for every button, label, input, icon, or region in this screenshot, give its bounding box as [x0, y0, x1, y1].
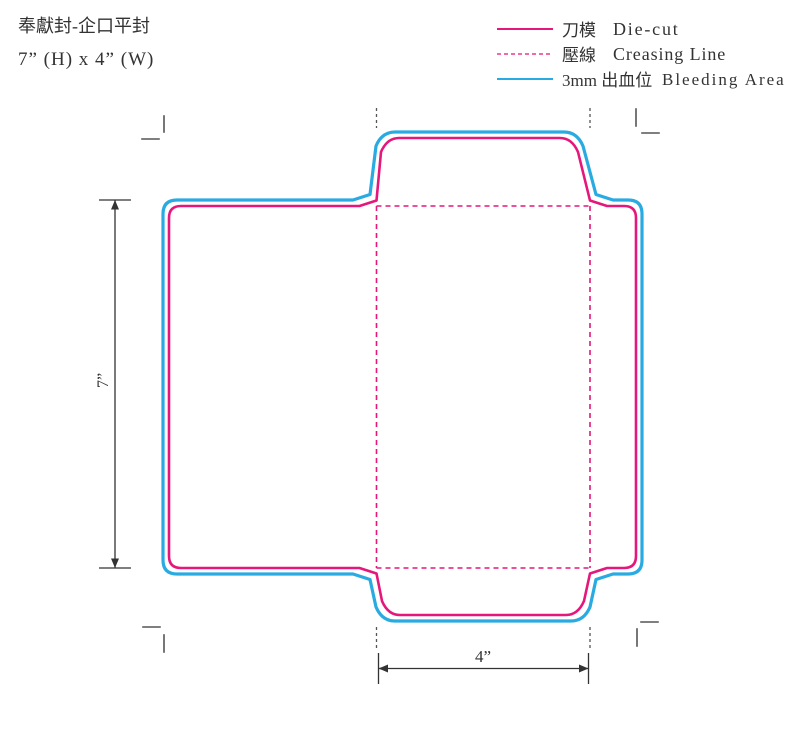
svg-text:4”: 4”	[475, 647, 491, 666]
svg-text:7”: 7”	[95, 373, 112, 388]
svg-text:3mm 出血位: 3mm 出血位	[562, 71, 652, 90]
svg-text:Die-cut: Die-cut	[613, 19, 680, 39]
svg-text:奉獻封-企口平封: 奉獻封-企口平封	[18, 16, 150, 36]
svg-text:Bleeding Area: Bleeding Area	[662, 70, 786, 89]
svg-text:刀模: 刀模	[562, 21, 596, 40]
svg-text:壓線: 壓線	[562, 46, 596, 65]
svg-text:7” (H) x 4” (W): 7” (H) x 4” (W)	[18, 49, 154, 70]
svg-text:Creasing Line: Creasing Line	[613, 44, 726, 64]
